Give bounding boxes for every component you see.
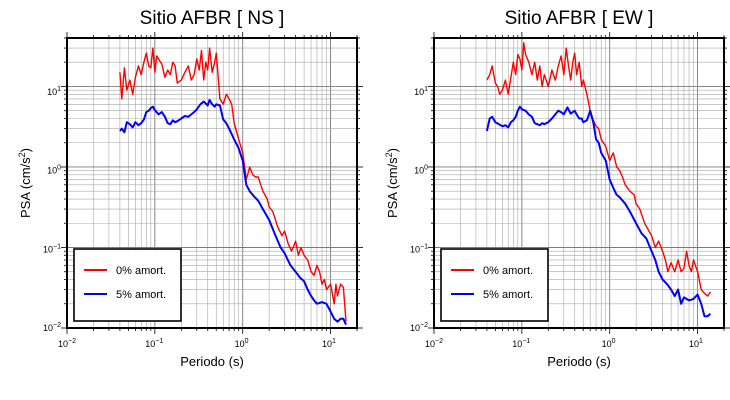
x-axis-label: Periodo (s) [547, 354, 611, 369]
x-tick-label: 100 [602, 338, 616, 349]
plot-frame [66, 37, 358, 329]
y-tick-label: 10−2 [43, 322, 61, 333]
x-tick-label: 10−1 [512, 338, 530, 349]
legend: 0% amort. 5% amort. [73, 248, 182, 322]
series-line-5pct [119, 99, 347, 326]
legend-label-0pct: 0% amort. [116, 265, 166, 277]
x-axis-label: Periodo (s) [180, 354, 244, 369]
series-layer [119, 47, 347, 326]
x-tick-label: 101 [689, 338, 703, 349]
chart-panel-ns: Sitio AFBR [ NS ] 10−2 10−1 100 101 10−2… [17, 8, 363, 369]
series-layer [485, 42, 712, 318]
ticks [428, 32, 730, 334]
series-line-0pct [119, 47, 347, 322]
legend-label-0pct: 0% amort. [483, 265, 533, 277]
y-tick-label: 10−1 [43, 243, 61, 254]
y-axis-label: PSA (cm/s2) [384, 148, 400, 218]
grid [66, 37, 358, 329]
legend-label-5pct: 5% amort. [116, 289, 166, 301]
y-axis-label: PSA (cm/s2) [17, 148, 33, 218]
series-line-0pct [486, 42, 711, 297]
legend-label-5pct: 5% amort. [483, 289, 533, 301]
x-tick-labels: 10−2 10−1 100 101 [58, 338, 336, 349]
chart-title: Sitio AFBR [ NS ] [140, 8, 285, 29]
x-tick-label: 100 [235, 338, 249, 349]
legend-box [440, 248, 549, 322]
x-tick-label: 10−2 [425, 338, 443, 349]
y-tick-label: 100 [414, 165, 428, 176]
ticks [61, 32, 363, 334]
chart-title: Sitio AFBR [ EW ] [505, 8, 654, 29]
y-tick-label: 10−1 [410, 243, 428, 254]
x-tick-label: 10−1 [145, 338, 163, 349]
legend: 0% amort. 5% amort. [440, 248, 549, 322]
y-tick-label: 101 [414, 86, 428, 97]
series-line-5pct [485, 105, 712, 318]
y-tick-labels: 10−2 10−1 100 101 [43, 86, 61, 333]
y-tick-labels: 10−2 10−1 100 101 [410, 86, 428, 333]
x-tick-label: 101 [322, 338, 336, 349]
x-tick-label: 10−2 [58, 338, 76, 349]
legend-box [73, 248, 182, 322]
y-tick-label: 101 [47, 86, 61, 97]
y-tick-label: 100 [47, 165, 61, 176]
x-tick-labels: 10−2 10−1 100 101 [425, 338, 703, 349]
chart-panel-ew: Sitio AFBR [ EW ] 10−2 10−1 100 101 10−2… [384, 8, 730, 369]
plot-frame [433, 37, 725, 329]
y-tick-label: 10−2 [410, 322, 428, 333]
